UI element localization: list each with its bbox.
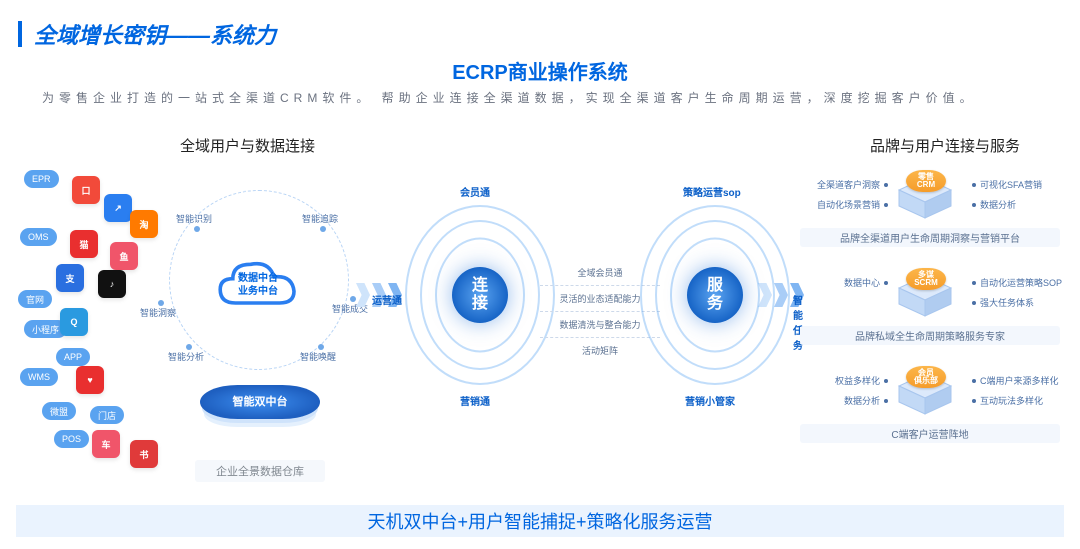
card-feature: 自动化场景营销 xyxy=(817,198,892,211)
platform-pill: APP xyxy=(56,348,90,366)
app-icon: 淘 xyxy=(130,210,158,238)
ring-connect-core: 连 接 xyxy=(452,267,508,323)
card-feature: 数据分析 xyxy=(968,198,1016,211)
left-section-title: 全域用户与数据连接 xyxy=(180,135,315,156)
card-badge: 零售 CRM xyxy=(906,170,946,192)
description: 为零售企业打造的一站式全渠道CRM软件。 帮助企业连接全渠道数据，实现全渠道客户… xyxy=(0,85,1080,108)
app-icon: 书 xyxy=(130,440,158,468)
app-icon: 车 xyxy=(92,430,120,458)
card-badge: 多谋 SCRM xyxy=(906,268,946,290)
platform-pill: EPR xyxy=(24,170,59,188)
orbit-label: 智能洞察 xyxy=(140,306,176,319)
product-card: 多谋 SCRM 数据中心 自动化运营策略SOP 强大任务体系品牌私域全生命周期策略服务… xyxy=(800,268,1060,346)
right-cards-column: 零售 CRM全渠道客户洞察自动化场景营销可视化SFA营销数据分析品牌全渠道用户生… xyxy=(800,170,1060,464)
card-feature: 自动化运营策略SOP xyxy=(968,276,1062,289)
card-feature: 数据中心 xyxy=(844,276,892,289)
app-icon: ↗ xyxy=(104,194,132,222)
ring2-bottom: 营销小管家 xyxy=(685,393,735,408)
cloud-line1: 数据中台 xyxy=(238,273,278,284)
footer-band: 天机双中台+用户智能捕捉+策略化服务运营 xyxy=(16,505,1064,537)
platform-pill: OMS xyxy=(20,228,57,246)
ring1-top: 会员通 xyxy=(460,184,490,199)
app-icon: 支 xyxy=(56,264,84,292)
diagram-stage: 全域用户与数据连接 品牌与用户连接与服务 EPROMS官网小程序APPWMS微盟… xyxy=(0,130,1080,490)
platform-pill: POS xyxy=(54,430,89,448)
card-feature: 全渠道客户洞察 xyxy=(817,178,892,191)
app-icon: ♪ xyxy=(98,270,126,298)
cloud-icon: 数据中台 业务中台 xyxy=(213,250,303,320)
platform-pill: 官网 xyxy=(18,290,52,308)
product-card: 会员 俱乐部 权益多样化数据分析 C端用户来源多样化互动玩法多样化 C端客户运营阵地 xyxy=(800,366,1060,444)
platform-pill: WMS xyxy=(20,368,58,386)
app-icon: ♥ xyxy=(76,366,104,394)
ring1-bottom: 营销通 xyxy=(460,393,490,408)
page-header: 全域增长密钥——系统力 xyxy=(0,0,1080,50)
ring1-left: 运营通 xyxy=(372,292,402,307)
cloud-text: 数据中台 业务中台 xyxy=(238,272,278,298)
orbit-label: 智能追踪 xyxy=(302,212,338,225)
card-badge: 会员 俱乐部 xyxy=(906,366,946,388)
ring-connect: 连 接 会员通 营销通 运营通 xyxy=(400,200,560,390)
platform-label: 智能双中台 xyxy=(200,393,320,409)
card-caption: 品牌全渠道用户生命周期洞察与营销平台 xyxy=(800,228,1060,247)
app-icon: 猫 xyxy=(70,230,98,258)
app-icon: 鱼 xyxy=(110,242,138,270)
card-feature: 互动玩法多样化 xyxy=(968,394,1043,407)
product-card: 零售 CRM 全渠道客户洞察自动化场景营销 可视化SFA营销数据分析品牌全渠道用户生… xyxy=(800,170,1060,248)
ring2-top: 策略运营sop xyxy=(683,184,741,199)
orbit-label: 智能分析 xyxy=(168,350,204,363)
card-feature: 可视化SFA营销 xyxy=(968,178,1042,191)
subtitle: ECRP商业操作系统 xyxy=(0,56,1080,85)
app-icon: 口 xyxy=(72,176,100,204)
card-feature: C端用户来源多样化 xyxy=(968,374,1059,387)
orbit-label: 智能识别 xyxy=(176,212,212,225)
page-title: 全域增长密钥——系统力 xyxy=(34,18,276,50)
app-icon: Q xyxy=(60,308,88,336)
ring-service: 服 务 策略运营sop 营销小管家 智能任务 xyxy=(635,200,795,390)
right-section-title: 品牌与用户连接与服务 xyxy=(870,135,1020,156)
header-accent-bar xyxy=(18,21,22,47)
card-caption: 品牌私域全生命周期策略服务专家 xyxy=(800,326,1060,345)
card-feature: 权益多样化 xyxy=(835,374,892,387)
platform-pill: 微盟 xyxy=(42,402,76,420)
platform-disc: 智能双中台 xyxy=(190,385,330,419)
warehouse-label: 企业全景数据仓库 xyxy=(195,460,325,482)
platform-pill: 门店 xyxy=(90,406,124,424)
card-caption: C端客户运营阵地 xyxy=(800,424,1060,443)
orbit-label: 智能唤醒 xyxy=(300,350,336,363)
card-feature: 数据分析 xyxy=(844,394,892,407)
card-feature: 强大任务体系 xyxy=(968,296,1034,309)
cloud-line2: 业务中台 xyxy=(238,286,278,297)
ring-service-core: 服 务 xyxy=(687,267,743,323)
